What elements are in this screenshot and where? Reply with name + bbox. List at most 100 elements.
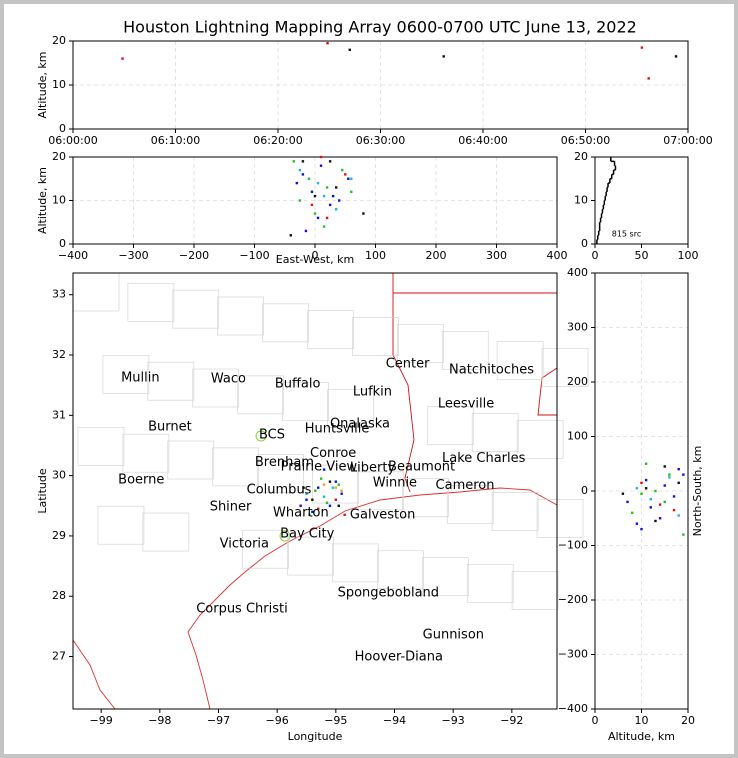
- x-tick-label: 07:00:00: [663, 134, 712, 147]
- x-tick-label: 06:20:00: [253, 134, 302, 147]
- x-axis-label: East-West, km: [276, 253, 354, 266]
- y-tick-label: −200: [558, 593, 588, 606]
- annotation: Victoria: [220, 536, 269, 551]
- y-tick-label: −400: [558, 702, 588, 715]
- lightning-source: [668, 476, 671, 479]
- annotation: Mullin: [121, 370, 160, 385]
- lightning-source: [314, 489, 317, 492]
- x-axis-label: Altitude, km: [608, 730, 675, 743]
- lightning-source: [350, 177, 353, 180]
- county-outline: [257, 454, 304, 494]
- y-tick-label: 0: [59, 122, 66, 135]
- county-outline: [496, 341, 544, 380]
- x-tick-label: 06:30:00: [356, 134, 405, 147]
- county-outline: [402, 478, 449, 518]
- lightning-source: [668, 473, 671, 476]
- y-axis-label: Altitude, km: [36, 167, 49, 234]
- plot-frame: [72, 40, 689, 130]
- x-tick-label: 06:50:00: [561, 134, 610, 147]
- lightning-source: [348, 48, 351, 51]
- annotation: Prairie View: [281, 460, 358, 475]
- lightning-source: [677, 514, 680, 517]
- y-tick-label: 300: [567, 321, 588, 334]
- county-outline: [536, 499, 584, 538]
- annotation: Cameron: [436, 478, 495, 493]
- x-tick-label: 0: [592, 714, 599, 727]
- annotation: Lufkin: [353, 384, 392, 399]
- y-tick-label: 20: [574, 150, 588, 163]
- county-outline: [172, 289, 220, 329]
- annotation: Corpus Christi: [196, 601, 288, 616]
- lightning-source: [308, 513, 311, 517]
- lightning-source: [328, 504, 332, 507]
- annotation: Burnet: [148, 419, 192, 434]
- lightning-source: [672, 508, 676, 512]
- x-tick-label: −93: [442, 714, 465, 727]
- county-outline: [471, 413, 519, 452]
- lightning-source: [305, 492, 308, 495]
- x-tick-label: 50: [635, 249, 649, 262]
- county-outline: [287, 536, 334, 576]
- y-tick-label: 0: [581, 484, 588, 497]
- lightning-source: [331, 194, 335, 198]
- county-outline: [426, 406, 474, 446]
- lightning-source: [319, 164, 323, 167]
- lightning-source: [325, 216, 329, 220]
- county-outline: [77, 427, 125, 466]
- lightning-source: [337, 504, 340, 507]
- lightning-source: [328, 480, 332, 483]
- x-tick-label: −100: [239, 249, 269, 262]
- y-tick-label: −100: [558, 539, 588, 552]
- annotation: Galveston: [350, 507, 415, 522]
- lightning-source: [334, 186, 338, 189]
- lightning-source: [322, 468, 326, 471]
- plot-frame: [72, 156, 558, 245]
- lightning-source: [331, 486, 335, 489]
- lightning-source: [325, 501, 329, 504]
- lightning-source: [301, 173, 305, 176]
- lightning-source: [334, 480, 338, 483]
- x-axis-label: Longitude: [288, 730, 343, 743]
- annotation: Conroe: [310, 446, 356, 461]
- lightning-source: [338, 199, 341, 202]
- lightning-source: [343, 513, 346, 517]
- county-outline: [212, 447, 260, 487]
- lightning-source: [298, 199, 302, 202]
- county-outline: [282, 382, 329, 422]
- lightning-source: [635, 487, 639, 490]
- lightning-source: [640, 492, 643, 495]
- lightning-source: [682, 533, 685, 536]
- lightning-source: [337, 483, 340, 486]
- lightning-source: [658, 503, 662, 506]
- annotation: Huntsville: [305, 422, 370, 437]
- x-tick-label: −99: [90, 714, 113, 727]
- lightning-source: [640, 481, 643, 485]
- x-tick-label: 10: [635, 714, 649, 727]
- county-outline: [327, 389, 374, 428]
- y-tick-label: 10: [574, 194, 588, 207]
- lightning-source: [649, 506, 652, 509]
- lightning-source: [640, 46, 644, 49]
- lightning-source: [334, 208, 338, 211]
- x-tick-label: 100: [678, 249, 699, 262]
- lightning-source: [310, 203, 314, 207]
- x-tick-label: −95: [324, 714, 347, 727]
- lightning-source: [289, 234, 292, 237]
- rio-grande: [72, 639, 116, 710]
- x-tick-label: 200: [426, 249, 447, 262]
- y-tick-label: 200: [567, 375, 588, 388]
- annotation: Spongebobland: [338, 586, 439, 601]
- county-outline: [352, 317, 399, 356]
- lightning-source: [626, 500, 629, 504]
- lightning-source: [326, 42, 329, 45]
- county-outline: [262, 303, 309, 343]
- annotation: 815 src: [612, 229, 642, 238]
- y-tick-label: 29: [52, 529, 66, 542]
- annotation: Columbus: [247, 483, 312, 498]
- x-tick-label: −96: [266, 714, 289, 727]
- annotation: Beaumont: [388, 460, 455, 475]
- x-tick-label: 0: [312, 249, 319, 262]
- lightning-source: [295, 181, 299, 185]
- plot-frame: [594, 156, 689, 245]
- coastline: [187, 487, 558, 710]
